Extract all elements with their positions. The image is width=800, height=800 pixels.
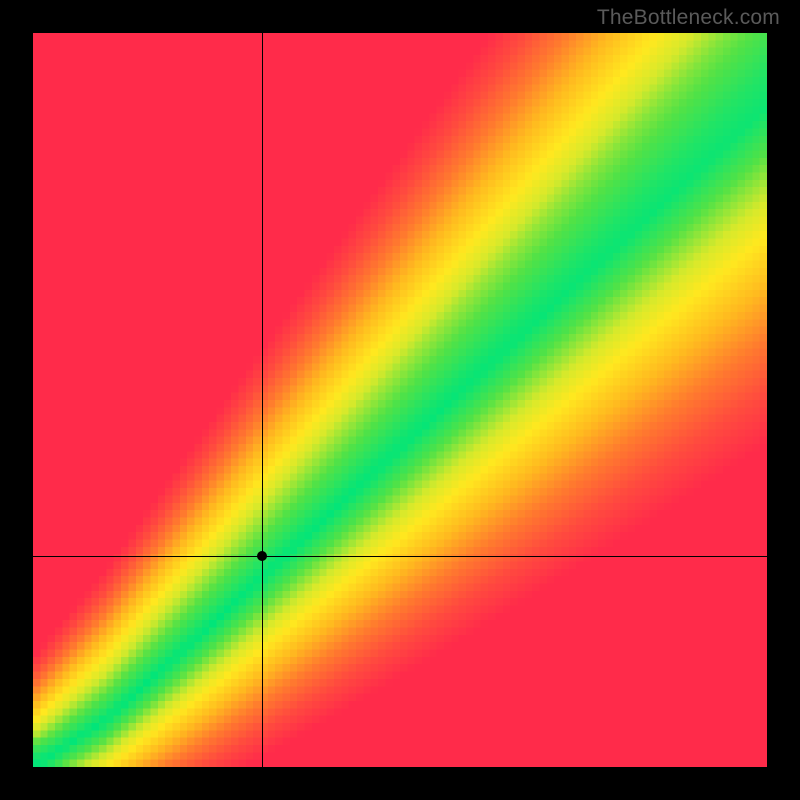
watermark-text: TheBottleneck.com <box>597 6 780 30</box>
heatmap-canvas <box>33 33 767 767</box>
crosshair-horizontal <box>33 556 767 557</box>
crosshair-marker <box>257 551 267 561</box>
crosshair-vertical <box>262 33 263 767</box>
plot-area <box>33 33 767 767</box>
